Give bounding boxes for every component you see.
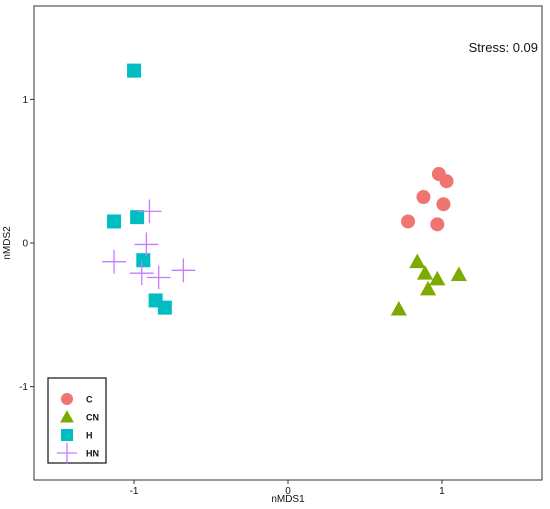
point-h [107,214,122,229]
point-hn [134,232,159,257]
point-cn [390,301,407,316]
point-cn [429,270,446,286]
point-cn [409,253,426,269]
legend-label-hn: HN [86,449,99,459]
point-c [439,174,454,189]
point-c [436,197,451,212]
point-c [401,214,416,229]
point-c [416,190,431,205]
point-hn [102,249,126,274]
legend-key-h [61,429,73,441]
point-hn [146,265,171,290]
point-cn [450,266,467,282]
legend: C CN H HN [47,377,107,464]
point-hn [137,199,162,224]
legend-box [47,377,107,464]
point-h [136,253,151,268]
y-tick-label: -1 [19,382,28,393]
x-tick-label: -1 [130,486,139,497]
stress-annotation: Stress: 0.09 [469,40,538,55]
x-tick-label: 1 [439,486,445,497]
series-h [107,63,172,315]
y-tick-label: 0 [22,239,28,250]
legend-key-c [61,393,73,405]
series-cn [390,253,467,316]
legend-label-c: C [86,395,93,405]
point-hn [129,261,154,286]
x-axis-label: nMDS1 [271,494,305,505]
point-h [157,300,172,315]
point-c [430,217,445,232]
point-h [130,210,145,225]
point-hn [171,258,196,283]
y-tick-label: 1 [22,95,28,106]
legend-key-cn [60,410,74,423]
series-hn [102,199,196,290]
y-axis-label: nMDS2 [2,226,13,260]
series-c [401,167,454,232]
data-points [102,63,467,316]
legend-key-hn [56,442,78,464]
legend-label-h: H [86,431,93,441]
point-cn [420,280,437,296]
x-tick-label: 0 [285,486,291,497]
point-cn [416,265,434,280]
point-h [127,63,142,78]
axis-ticks: -1 0 1 -1 0 1 [19,95,445,497]
legend-label-cn: CN [86,413,99,423]
